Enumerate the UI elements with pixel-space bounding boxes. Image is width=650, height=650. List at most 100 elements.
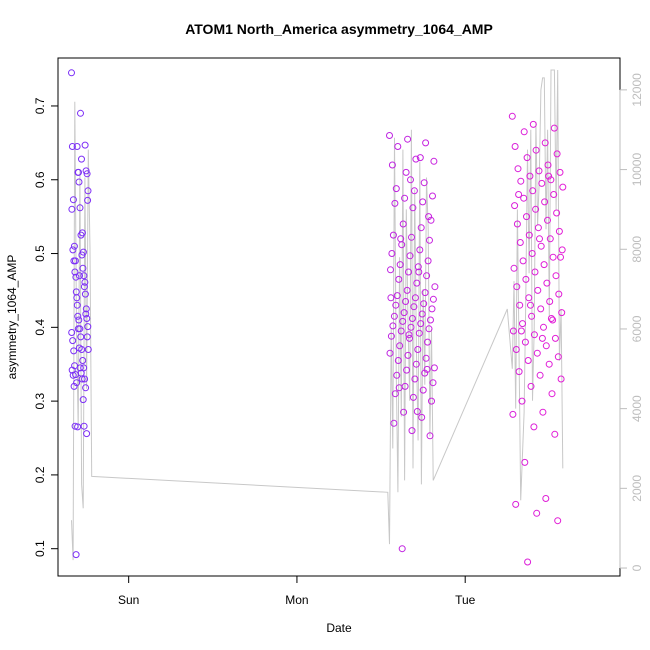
data-point bbox=[547, 176, 555, 184]
data-point bbox=[82, 167, 90, 175]
data-point bbox=[415, 268, 423, 276]
data-point bbox=[512, 500, 520, 508]
data-point bbox=[545, 360, 553, 368]
data-point bbox=[541, 139, 549, 147]
data-point bbox=[394, 143, 402, 150]
data-point bbox=[81, 290, 89, 298]
data-point bbox=[82, 305, 90, 313]
data-point bbox=[519, 257, 527, 265]
data-point bbox=[425, 325, 433, 333]
data-point bbox=[416, 154, 424, 162]
data-point bbox=[542, 342, 550, 350]
data-point bbox=[531, 268, 539, 276]
data-point bbox=[413, 279, 421, 287]
data-point bbox=[556, 168, 564, 176]
data-point bbox=[519, 320, 526, 328]
data-point bbox=[83, 170, 91, 178]
data-point bbox=[429, 192, 436, 200]
data-point bbox=[521, 338, 529, 346]
data-point bbox=[70, 242, 78, 250]
data-point bbox=[521, 458, 529, 466]
data-point bbox=[516, 301, 524, 309]
data-point bbox=[399, 317, 407, 325]
data-point bbox=[72, 551, 80, 559]
data-point bbox=[73, 379, 81, 387]
data-point bbox=[387, 266, 394, 274]
data-point bbox=[411, 294, 419, 302]
data-point bbox=[420, 300, 428, 308]
data-point bbox=[80, 364, 88, 372]
data-point bbox=[525, 294, 533, 302]
data-point bbox=[391, 199, 399, 207]
data-point bbox=[84, 346, 92, 353]
data-point bbox=[393, 292, 401, 300]
data-point bbox=[82, 310, 90, 318]
data-point bbox=[529, 120, 537, 128]
data-point bbox=[77, 333, 85, 341]
data-point bbox=[511, 143, 519, 150]
data-point bbox=[418, 413, 426, 421]
data-point bbox=[84, 196, 92, 204]
data-point bbox=[404, 351, 412, 359]
data-point bbox=[423, 272, 431, 280]
data-point bbox=[558, 309, 566, 317]
x-axis: Sun Mon Tue bbox=[118, 575, 476, 607]
y-tick-label: 0.7 bbox=[33, 97, 47, 114]
data-point bbox=[386, 349, 394, 357]
data-point bbox=[80, 283, 88, 291]
data-point bbox=[515, 368, 523, 376]
data-point bbox=[550, 124, 558, 132]
data-point bbox=[69, 246, 77, 254]
data-point bbox=[80, 422, 88, 430]
data-point bbox=[407, 176, 414, 184]
data-point bbox=[547, 315, 555, 322]
data-point bbox=[386, 132, 393, 139]
data-point bbox=[508, 112, 516, 120]
data-point bbox=[542, 495, 550, 502]
right-axis-line-layer bbox=[71, 69, 564, 561]
data-point bbox=[536, 371, 544, 379]
data-point bbox=[424, 257, 432, 265]
data-point bbox=[75, 178, 83, 186]
data-point bbox=[428, 305, 436, 313]
data-point bbox=[395, 384, 403, 392]
data-point bbox=[549, 316, 557, 324]
data-point bbox=[430, 364, 438, 372]
data-point bbox=[76, 325, 84, 333]
data-point bbox=[557, 253, 564, 261]
data-point bbox=[550, 191, 558, 198]
data-point bbox=[73, 143, 81, 150]
data-point bbox=[557, 375, 565, 383]
data-point bbox=[401, 194, 409, 202]
data-point bbox=[78, 155, 85, 163]
data-point bbox=[392, 301, 400, 309]
data-point bbox=[522, 275, 530, 283]
data-point bbox=[537, 242, 545, 250]
data-point bbox=[390, 312, 398, 320]
data-point bbox=[80, 272, 88, 280]
data-point bbox=[414, 346, 422, 353]
data-point bbox=[389, 231, 397, 239]
data-point bbox=[546, 298, 554, 305]
data-point bbox=[524, 357, 532, 364]
data-point bbox=[408, 315, 416, 322]
data-point bbox=[513, 220, 521, 228]
data-point bbox=[520, 128, 528, 136]
data-point bbox=[546, 235, 554, 243]
x-tick-label: Tue bbox=[455, 593, 476, 607]
y-axis-left: 0.1 0.2 0.3 0.4 0.5 0.6 0.7 bbox=[33, 97, 59, 557]
data-point bbox=[391, 390, 399, 398]
data-point bbox=[69, 337, 77, 345]
data-point bbox=[553, 150, 561, 158]
data-point bbox=[411, 375, 419, 383]
data-point bbox=[406, 334, 413, 342]
y-axis-right: 0 2000 4000 6000 8000 10000 12000 bbox=[619, 73, 644, 571]
data-point bbox=[426, 236, 433, 244]
data-point bbox=[387, 294, 395, 302]
data-point bbox=[533, 509, 541, 517]
data-point bbox=[415, 329, 423, 337]
data-point bbox=[422, 354, 430, 362]
y-tick-label: 0.4 bbox=[33, 319, 47, 336]
data-point bbox=[513, 283, 521, 291]
data-point bbox=[538, 179, 546, 187]
